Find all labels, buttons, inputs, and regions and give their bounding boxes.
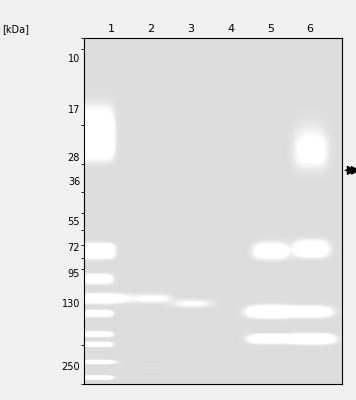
Text: 1: 1 [108,24,115,34]
Text: 5: 5 [267,24,274,34]
Text: 3: 3 [187,24,194,34]
Text: 130: 130 [62,299,80,309]
Text: 28: 28 [68,152,80,162]
Text: 36: 36 [68,176,80,186]
Text: 4: 4 [227,24,234,34]
Text: [kDa]: [kDa] [2,24,29,34]
Text: 17: 17 [68,105,80,115]
Text: 72: 72 [68,243,80,253]
Text: 250: 250 [62,362,80,372]
Text: 6: 6 [307,24,314,34]
Text: 55: 55 [68,217,80,227]
Text: 95: 95 [68,269,80,279]
Text: 10: 10 [68,54,80,64]
Text: 2: 2 [148,24,155,34]
